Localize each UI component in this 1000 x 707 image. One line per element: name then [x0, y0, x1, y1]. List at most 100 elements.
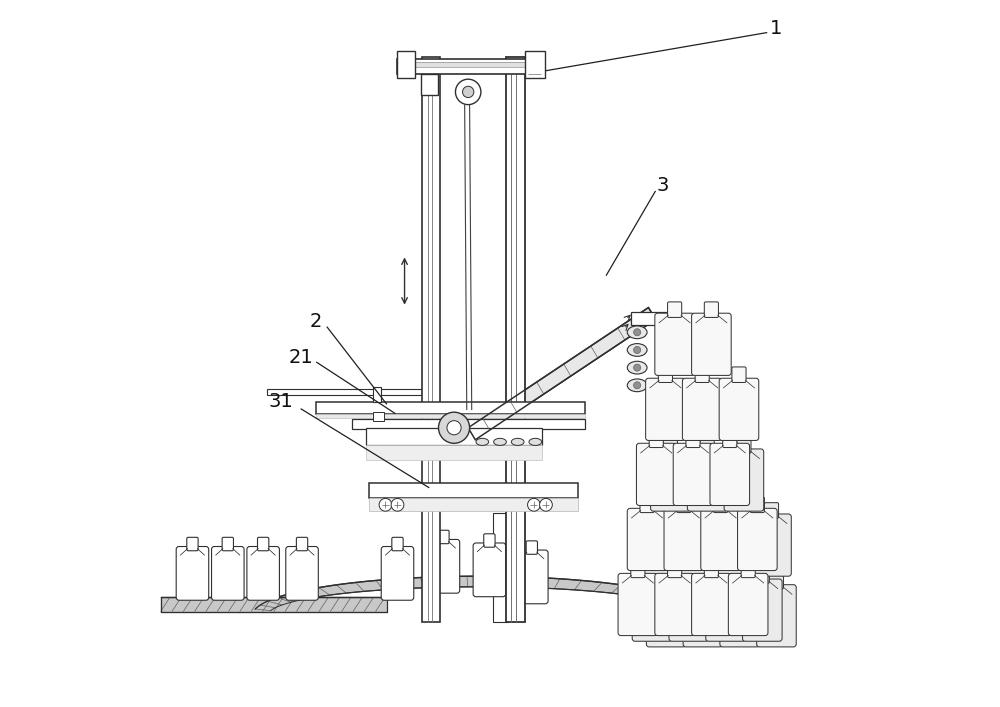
Circle shape	[463, 86, 474, 98]
FancyBboxPatch shape	[733, 573, 747, 589]
FancyBboxPatch shape	[701, 508, 740, 571]
FancyBboxPatch shape	[664, 508, 704, 571]
Bar	[397, 59, 542, 74]
FancyBboxPatch shape	[257, 537, 269, 551]
FancyBboxPatch shape	[682, 568, 696, 583]
Ellipse shape	[511, 438, 524, 445]
FancyBboxPatch shape	[438, 530, 449, 544]
FancyBboxPatch shape	[718, 568, 733, 583]
FancyBboxPatch shape	[720, 585, 759, 647]
FancyBboxPatch shape	[618, 573, 658, 636]
FancyBboxPatch shape	[655, 573, 694, 636]
FancyBboxPatch shape	[641, 514, 681, 576]
Bar	[316, 414, 585, 418]
Bar	[373, 412, 384, 421]
FancyBboxPatch shape	[526, 541, 537, 554]
Bar	[397, 62, 542, 67]
FancyBboxPatch shape	[764, 503, 779, 518]
Circle shape	[528, 498, 540, 511]
FancyBboxPatch shape	[710, 443, 750, 506]
FancyBboxPatch shape	[187, 537, 198, 551]
FancyBboxPatch shape	[659, 573, 673, 589]
FancyBboxPatch shape	[212, 547, 244, 600]
FancyBboxPatch shape	[715, 514, 755, 576]
Ellipse shape	[627, 379, 647, 392]
Text: 21: 21	[288, 348, 313, 366]
Circle shape	[391, 498, 404, 511]
Bar	[397, 51, 415, 78]
Circle shape	[634, 329, 641, 336]
FancyBboxPatch shape	[719, 378, 759, 440]
Ellipse shape	[476, 438, 489, 445]
FancyBboxPatch shape	[651, 449, 690, 511]
Text: 1: 1	[770, 19, 782, 37]
FancyBboxPatch shape	[645, 568, 659, 583]
FancyBboxPatch shape	[516, 550, 548, 604]
FancyBboxPatch shape	[668, 562, 682, 578]
FancyBboxPatch shape	[427, 539, 460, 593]
Bar	[316, 402, 585, 414]
FancyBboxPatch shape	[631, 562, 645, 578]
FancyBboxPatch shape	[296, 537, 308, 551]
FancyBboxPatch shape	[714, 497, 728, 513]
FancyBboxPatch shape	[757, 585, 796, 647]
Circle shape	[634, 382, 641, 389]
FancyBboxPatch shape	[737, 438, 751, 453]
FancyBboxPatch shape	[769, 573, 784, 589]
FancyBboxPatch shape	[743, 579, 782, 641]
Ellipse shape	[529, 438, 542, 445]
FancyBboxPatch shape	[706, 579, 745, 641]
Circle shape	[438, 412, 470, 443]
FancyBboxPatch shape	[640, 497, 654, 513]
FancyBboxPatch shape	[655, 313, 694, 375]
FancyBboxPatch shape	[222, 537, 233, 551]
FancyBboxPatch shape	[473, 543, 506, 597]
FancyBboxPatch shape	[682, 378, 722, 440]
Circle shape	[634, 364, 641, 371]
Text: 3: 3	[656, 176, 669, 194]
Bar	[421, 74, 438, 95]
Bar	[373, 387, 381, 402]
FancyBboxPatch shape	[704, 562, 718, 578]
FancyBboxPatch shape	[176, 547, 209, 600]
FancyBboxPatch shape	[728, 573, 768, 636]
FancyBboxPatch shape	[686, 432, 700, 448]
Bar	[366, 445, 542, 460]
FancyBboxPatch shape	[738, 508, 777, 571]
Bar	[352, 419, 585, 429]
FancyBboxPatch shape	[663, 438, 677, 453]
Polygon shape	[468, 308, 656, 440]
FancyBboxPatch shape	[741, 562, 755, 578]
FancyBboxPatch shape	[728, 503, 742, 518]
FancyBboxPatch shape	[732, 367, 746, 382]
FancyBboxPatch shape	[632, 579, 672, 641]
FancyBboxPatch shape	[669, 579, 709, 641]
Bar	[506, 57, 525, 622]
FancyBboxPatch shape	[752, 514, 791, 576]
FancyBboxPatch shape	[683, 585, 723, 647]
FancyBboxPatch shape	[695, 367, 709, 382]
FancyBboxPatch shape	[700, 438, 714, 453]
FancyBboxPatch shape	[646, 378, 685, 440]
FancyBboxPatch shape	[692, 573, 731, 636]
Circle shape	[447, 421, 461, 435]
FancyBboxPatch shape	[649, 432, 663, 448]
FancyBboxPatch shape	[658, 367, 673, 382]
FancyBboxPatch shape	[750, 497, 764, 513]
Circle shape	[634, 346, 641, 354]
Bar	[267, 389, 422, 395]
Circle shape	[540, 498, 552, 511]
FancyBboxPatch shape	[723, 432, 737, 448]
FancyBboxPatch shape	[381, 547, 414, 600]
FancyBboxPatch shape	[677, 497, 691, 513]
FancyBboxPatch shape	[654, 503, 668, 518]
Bar	[369, 498, 578, 511]
Bar	[161, 597, 387, 612]
Ellipse shape	[627, 326, 647, 339]
Circle shape	[379, 498, 392, 511]
FancyBboxPatch shape	[691, 503, 705, 518]
Ellipse shape	[627, 361, 647, 374]
Text: 2: 2	[310, 312, 322, 331]
FancyBboxPatch shape	[724, 449, 764, 511]
FancyBboxPatch shape	[696, 573, 710, 589]
